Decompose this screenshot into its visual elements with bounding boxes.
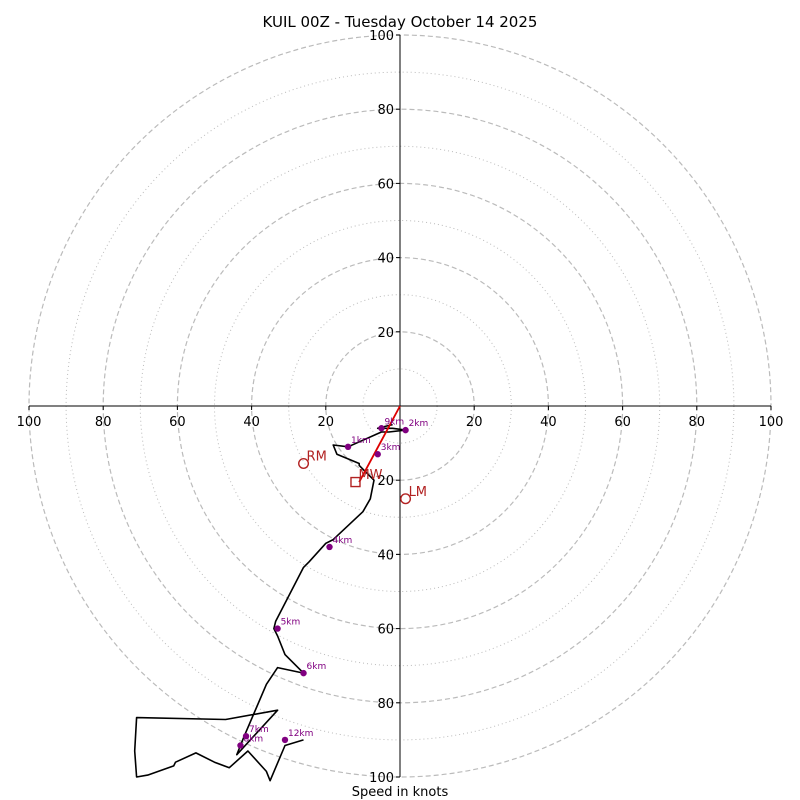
height-marker-dot bbox=[374, 451, 381, 458]
wind-trace-group bbox=[133, 405, 407, 782]
height-marker-dot bbox=[300, 669, 307, 677]
y-tick-label: 40 bbox=[377, 252, 394, 267]
height-marker-dot bbox=[281, 736, 289, 744]
x-tick-label: 60 bbox=[169, 415, 186, 430]
height-marker-dot bbox=[402, 426, 409, 434]
height-marker-dot bbox=[344, 443, 352, 451]
x-tick-label: 80 bbox=[95, 415, 112, 430]
height-marker-dot bbox=[378, 425, 385, 432]
height-marker-label: 4km bbox=[333, 536, 353, 546]
y-tick-label: 60 bbox=[377, 623, 394, 638]
storm-motion-circle bbox=[400, 493, 412, 505]
x-tick-label: 20 bbox=[318, 415, 335, 430]
y-tick-label: 60 bbox=[377, 177, 394, 192]
height-marker-dot bbox=[326, 543, 333, 551]
y-tick-label: 100 bbox=[369, 29, 394, 44]
storm-motion-circle bbox=[298, 458, 310, 470]
height-marker-label: 8km bbox=[243, 734, 263, 744]
x-tick-label: 40 bbox=[243, 415, 260, 430]
height-marker-label: 3km bbox=[381, 443, 401, 453]
height-marker-dot bbox=[237, 742, 244, 749]
height-marker-dot bbox=[242, 732, 250, 740]
x-tick-label: 100 bbox=[17, 415, 42, 430]
height-marker-label: 7km bbox=[249, 725, 269, 735]
x-tick-label: 100 bbox=[759, 415, 784, 430]
height-marker-dot bbox=[274, 625, 281, 632]
wind-trace-line bbox=[133, 423, 407, 782]
x-tick-label: 40 bbox=[540, 415, 557, 430]
tick-labels: 100 80 60 40 20 20 40 60 80 100 100 80 60 40 20 20 40 60 8… bbox=[17, 29, 784, 786]
height-marker-label: 9km bbox=[384, 417, 404, 427]
shear-vector-line bbox=[358, 405, 401, 483]
x-tick-label: 80 bbox=[689, 415, 706, 430]
x-tick-label: 60 bbox=[614, 415, 631, 430]
storm-motion-label: MW bbox=[358, 468, 382, 483]
height-marker-label: 12km bbox=[288, 729, 313, 739]
x-axis-label: Speed in knots bbox=[352, 785, 449, 800]
y-tick-label: 80 bbox=[377, 697, 394, 712]
storm-motion-label: LM bbox=[409, 485, 427, 500]
storm-motion-label: RM bbox=[307, 450, 327, 465]
y-tick-label: 80 bbox=[377, 103, 394, 118]
storm-motion-square bbox=[350, 476, 361, 488]
y-tick-label: 20 bbox=[377, 326, 394, 341]
height-marker-label: 2km bbox=[409, 419, 429, 429]
x-tick-label: 20 bbox=[466, 415, 483, 430]
y-tick-label: 100 bbox=[369, 771, 394, 786]
chart-title: KUIL 00Z - Tuesday October 14 2025 bbox=[263, 13, 538, 31]
height-marker-label: 6km bbox=[307, 662, 327, 672]
y-tick-label: 40 bbox=[377, 548, 394, 563]
height-marker-label: 5km bbox=[281, 618, 301, 628]
storm-motion-markers: RM LM MW bbox=[298, 450, 427, 505]
height-marker-label: 1km bbox=[351, 436, 371, 446]
y-tick-label: 20 bbox=[377, 474, 394, 489]
